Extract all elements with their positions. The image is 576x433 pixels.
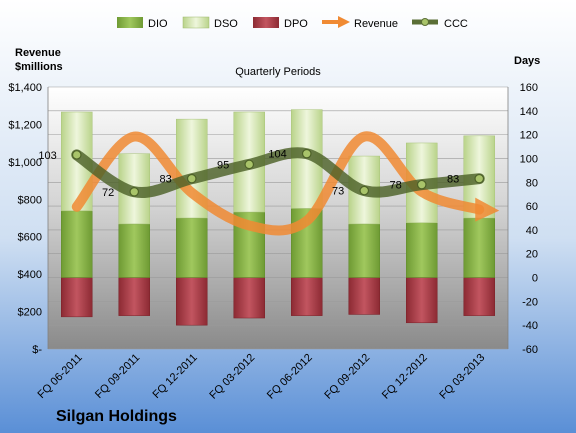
ccc-point <box>129 187 140 197</box>
ccc-data-label: 73 <box>332 186 344 198</box>
ccc-data-label: 95 <box>217 159 229 171</box>
bar-dio <box>463 217 495 278</box>
revenue-arrowhead <box>475 197 500 222</box>
legend-label-dpo: DPO <box>284 18 308 30</box>
ccc-point <box>186 173 197 184</box>
right-tick-label: 160 <box>520 82 538 94</box>
right-tick-label: -60 <box>522 344 538 356</box>
right-tick-label: 20 <box>526 249 538 261</box>
right-tick-label: 60 <box>526 201 538 213</box>
ccc-data-label: 104 <box>268 149 286 161</box>
revenue-series <box>71 131 500 236</box>
ccc-data-labels: 103 72 83 95 104 73 78 83 <box>38 149 459 199</box>
bar-dpo <box>118 277 150 316</box>
bar-dpo <box>406 277 438 324</box>
ccc-point <box>301 148 312 159</box>
legend-swatch-ccc <box>412 18 438 26</box>
bar-dpo <box>61 277 93 318</box>
bar-dio <box>176 217 208 278</box>
legend-swatch-revenue <box>322 16 350 28</box>
bar-dpo <box>176 277 208 326</box>
ccc-data-label: 83 <box>160 174 172 186</box>
right-axis-label: Days <box>514 55 540 67</box>
left-tick-label: $400 <box>18 269 42 281</box>
revenue-line <box>71 131 485 236</box>
left-tick-label: $- <box>32 344 42 356</box>
left-axis-ticks: $- $200 $400 $600 $800 $1,000 $1,200 $1,400 <box>8 82 42 356</box>
legend-label-ccc: CCC <box>444 18 468 30</box>
right-tick-label: -20 <box>522 296 538 308</box>
bar-dio <box>348 223 380 278</box>
bar-dio <box>118 223 150 278</box>
legend-swatch-dso <box>182 16 210 29</box>
right-tick-label: 80 <box>526 177 538 189</box>
bar-dpo <box>291 277 323 316</box>
right-tick-label: 0 <box>532 273 538 285</box>
right-tick-label: 40 <box>526 225 538 237</box>
legend-swatch-dpo <box>253 17 279 28</box>
ccc-data-label: 72 <box>102 187 114 199</box>
left-tick-label: $1,000 <box>8 157 42 169</box>
bar-dio <box>406 222 438 278</box>
left-axis-label-line1: Revenue <box>15 47 61 59</box>
plot-area <box>48 87 508 349</box>
right-tick-label: -40 <box>522 320 538 332</box>
legend-label-dio: DIO <box>148 18 168 30</box>
bar-dpo <box>348 277 380 315</box>
ccc-series <box>71 147 485 199</box>
ccc-data-label: 78 <box>390 180 402 192</box>
legend-label-revenue: Revenue <box>354 18 398 30</box>
legend: DIO DSO DPO Revenue CCC <box>117 16 468 30</box>
right-tick-label: 120 <box>520 130 538 142</box>
ccc-point <box>474 173 485 184</box>
ccc-data-label: 83 <box>447 174 459 186</box>
bar-dpo <box>233 277 265 319</box>
left-axis-label-line2: $millions <box>15 61 63 73</box>
ccc-point <box>359 185 370 196</box>
legend-swatch-dio <box>117 17 143 28</box>
ccc-point <box>416 179 427 190</box>
left-tick-label: $200 <box>18 307 42 319</box>
ccc-point <box>71 150 82 160</box>
left-tick-label: $600 <box>18 232 42 244</box>
left-tick-label: $1,400 <box>8 82 42 94</box>
left-tick-label: $1,200 <box>8 119 42 131</box>
right-tick-label: 100 <box>520 153 538 165</box>
bar-dpo <box>463 277 495 316</box>
right-axis-ticks: -60 -40 -20 0 20 40 60 80 100 120 140 160 <box>520 82 538 356</box>
legend-label-dso: DSO <box>214 18 238 30</box>
right-tick-label: 140 <box>520 106 538 118</box>
ccc-point <box>244 159 255 170</box>
company-name: Silgan Holdings <box>56 408 177 425</box>
ccc-data-label: 103 <box>38 150 56 162</box>
bar-dio <box>61 210 93 278</box>
left-tick-label: $800 <box>18 194 42 206</box>
chart-title: Quarterly Periods <box>235 66 321 78</box>
